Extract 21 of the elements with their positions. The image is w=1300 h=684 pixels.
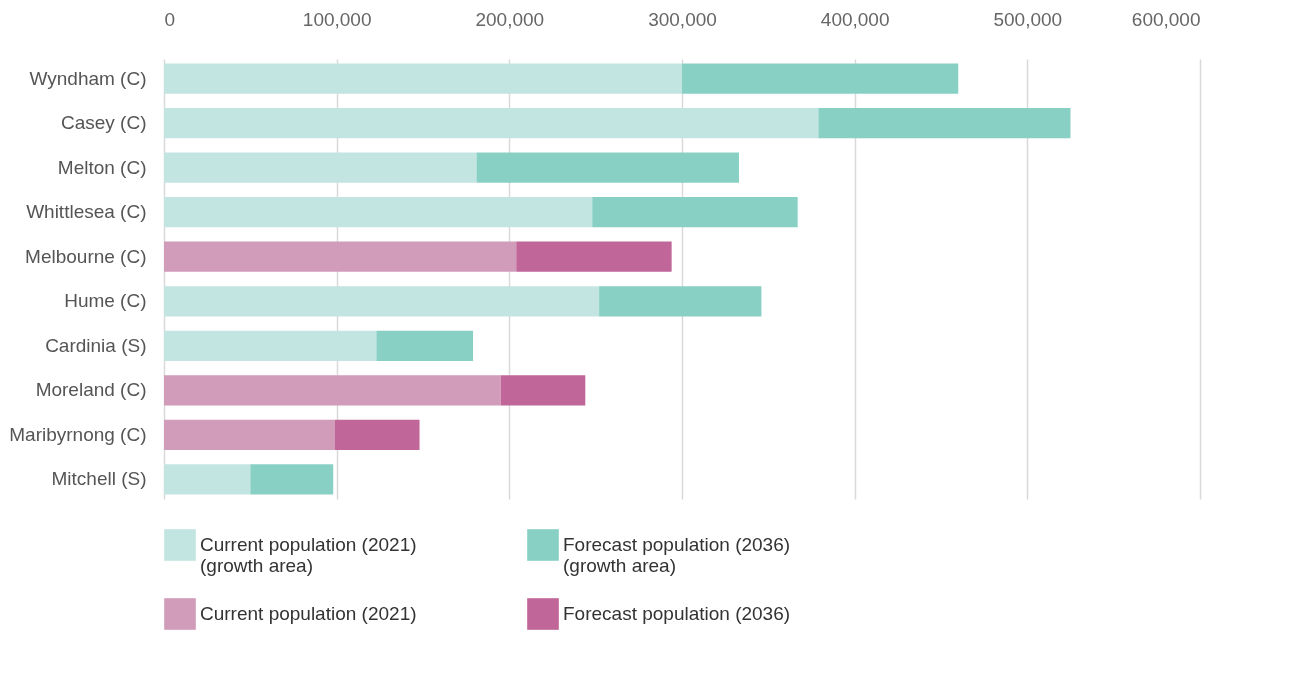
x-tick-label: 200,000	[475, 8, 545, 30]
x-tick-label: 500,000	[993, 8, 1063, 30]
x-tick-label: 100,000	[302, 8, 372, 30]
legend-label: Forecast population (2036) (growth area)	[563, 534, 791, 576]
legend-label: Forecast population (2036)	[563, 603, 791, 624]
legend-label: Current population (2021) (growth area)	[200, 534, 417, 576]
x-tick-label: 400,000	[820, 8, 890, 30]
y-tick-label: Wyndham (C)	[29, 67, 147, 89]
y-tick-label: Casey (C)	[60, 112, 147, 134]
x-tick-label: 600,000	[1131, 8, 1201, 30]
y-tick-label: Melbourne (C)	[25, 245, 147, 267]
y-tick-label: Moreland (C)	[35, 379, 147, 401]
y-tick-label: Maribyrnong (C)	[9, 423, 147, 445]
y-tick-label: Whittlesea (C)	[26, 201, 147, 223]
y-tick-label: Mitchell (S)	[51, 468, 147, 490]
y-tick-label: Hume (C)	[64, 290, 147, 312]
legend-label: Current population (2021)	[200, 603, 417, 624]
y-tick-label: Melton (C)	[57, 156, 147, 178]
x-tick-label: 300,000	[648, 8, 717, 30]
x-tick-label: 0	[164, 8, 176, 30]
y-tick-label: Cardinia (S)	[45, 334, 147, 356]
